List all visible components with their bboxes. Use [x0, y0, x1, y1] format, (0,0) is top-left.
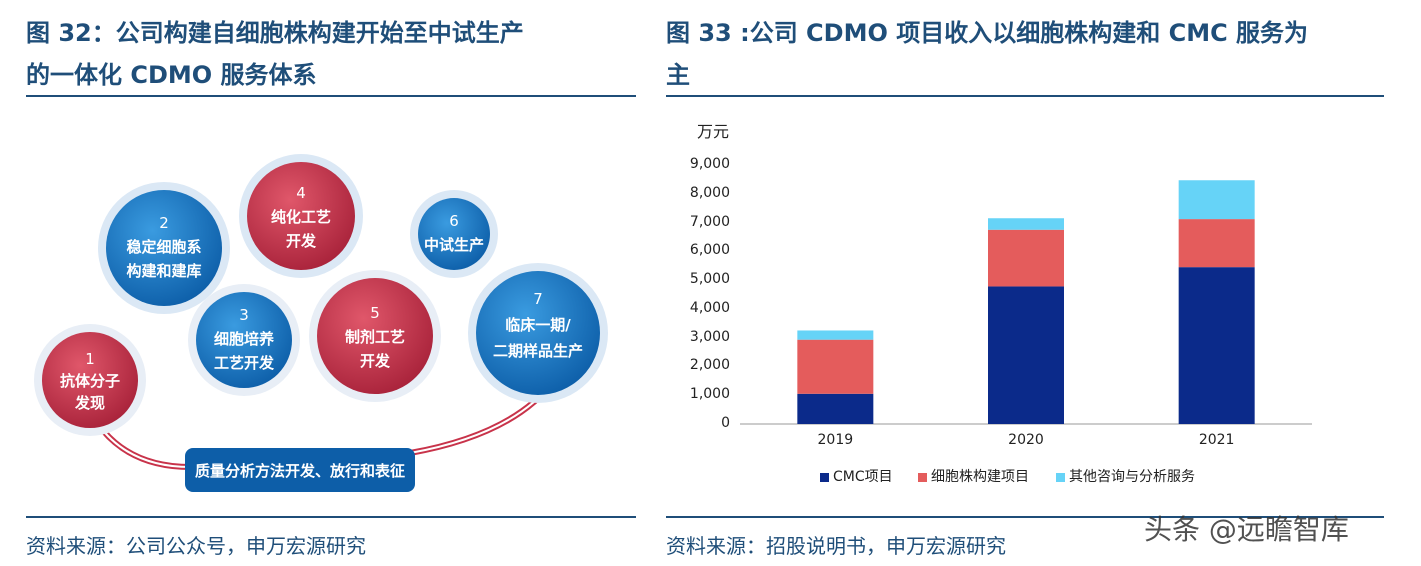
step-6-line1: 中试生产 [424, 236, 484, 254]
bar-segment-2019-s2 [797, 330, 874, 340]
step-2-line1: 稳定细胞系 [126, 238, 201, 256]
step-2-line2: 构建和建库 [126, 262, 201, 280]
y-tick-label: 0 [721, 415, 730, 431]
right-title-rule [666, 95, 1384, 97]
y-tick-label: 7,000 [689, 213, 730, 230]
bar-segment-2021-s1 [1178, 219, 1255, 268]
quality-banner: 质量分析方法开发、放行和表征 [185, 448, 415, 492]
legend-item: 细胞株构建项目 [918, 466, 1029, 486]
step-bubble-5: 5 制剂工艺 开发 [317, 278, 433, 394]
step-3-line1: 细胞培养 [214, 330, 275, 348]
left-figure-title-line1: 图 32：公司构建自细胞株构建开始至中试生产 [26, 19, 524, 47]
right-source-rule [666, 516, 1384, 518]
x-tick-label: 2020 [1008, 432, 1044, 448]
step-bubble-4: 4 纯化工艺 开发 [247, 162, 355, 270]
bar-segment-2020-s2 [988, 218, 1064, 230]
y-tick-label: 4,000 [689, 299, 730, 316]
legend-item: 其他咨询与分析服务 [1056, 466, 1195, 486]
left-source-note: 资料来源：公司公众号，申万宏源研究 [26, 534, 366, 558]
y-tick-label: 3,000 [689, 328, 730, 345]
step-2-number: 2 [159, 214, 169, 232]
bar-segment-2019-s1 [797, 339, 874, 394]
legend-item: CMC项目 [820, 466, 893, 486]
step-3-line2: 工艺开发 [214, 354, 275, 372]
bar-segment-2020-s1 [988, 229, 1064, 287]
left-title-rule [26, 95, 636, 97]
right-figure-title-line2: 主 [666, 61, 690, 89]
step-1-number: 1 [85, 350, 95, 368]
step-bubble-3: 3 细胞培养 工艺开发 [196, 292, 292, 388]
legend-swatch [918, 472, 927, 482]
y-tick-label: 1,000 [689, 386, 730, 403]
step-6-number: 6 [449, 212, 459, 230]
right-source-note: 资料来源：招股说明书，申万宏源研究 [666, 534, 1006, 558]
step-bubble-7: 7 临床一期/ 二期样品生产 [476, 271, 600, 395]
legend-label: 细胞株构建项目 [931, 469, 1029, 485]
step-7-number: 7 [533, 290, 543, 308]
step-4-line2: 开发 [286, 232, 317, 250]
quality-banner-text: 质量分析方法开发、放行和表征 [195, 462, 405, 480]
left-source-rule [26, 516, 636, 518]
step-5-line2: 开发 [360, 352, 391, 370]
legend-swatch [820, 472, 829, 482]
watermark-text: 头条 @远瞻智库 [1144, 513, 1349, 546]
y-tick-label: 5,000 [689, 271, 730, 288]
step-5-number: 5 [370, 304, 380, 322]
right-figure-title-line1: 图 33 :公司 CDMO 项目收入以细胞株构建和 CMC 服务为 [666, 19, 1309, 47]
legend-swatch [1056, 472, 1065, 482]
y-axis-unit-label: 万元 [697, 122, 730, 141]
step-5-line1: 制剂工艺 [345, 328, 405, 346]
bar-segment-2019-s0 [797, 393, 874, 424]
bar-segment-2021-s2 [1178, 180, 1255, 220]
step-bubble-6: 6 中试生产 [418, 198, 490, 270]
y-tick-label: 2,000 [689, 357, 730, 374]
step-4-number: 4 [296, 184, 306, 202]
step-1-line2: 发现 [74, 394, 105, 412]
y-tick-label: 8,000 [689, 184, 730, 201]
step-7-line1: 临床一期/ [505, 316, 571, 334]
step-bubble-2: 2 稳定细胞系 构建和建库 [106, 190, 222, 306]
cdmo-process-diagram: 1 抗体分子 发现 2 稳定细胞系 构建和建库 3 细胞培养 工艺开发 4 纯化… [34, 154, 608, 492]
bar-segment-2020-s0 [988, 286, 1064, 424]
x-tick-label: 2021 [1198, 432, 1235, 448]
step-7-line2: 二期样品生产 [493, 342, 583, 360]
step-bubble-1: 1 抗体分子 发现 [42, 332, 138, 428]
legend-label: 其他咨询与分析服务 [1069, 469, 1195, 485]
y-tick-label: 6,000 [689, 242, 730, 259]
x-tick-label: 2019 [817, 432, 854, 448]
y-tick-label: 9,000 [689, 156, 730, 172]
bar-segment-2021-s0 [1178, 267, 1255, 424]
legend-label: CMC项目 [833, 469, 893, 485]
step-3-number: 3 [239, 306, 249, 324]
left-figure-title-line2: 的一体化 CDMO 服务体系 [26, 61, 317, 89]
step-4-line1: 纯化工艺 [271, 208, 331, 226]
step-1-line1: 抗体分子 [60, 372, 120, 390]
